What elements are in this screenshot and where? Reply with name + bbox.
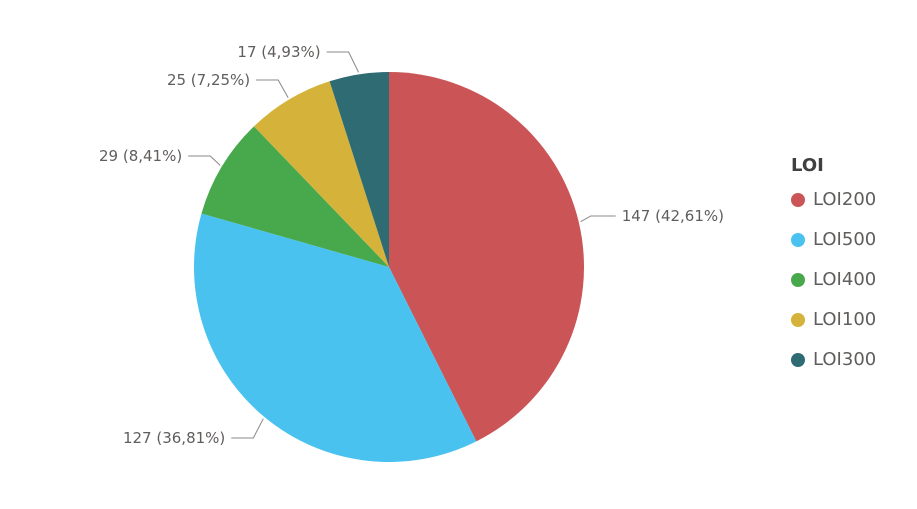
pie-data-labels: 147 (42,61%) 127 (36,81%) 29 (8,41%) 25 (7,… [99, 43, 724, 447]
pie-slice-loi500[interactable] [193, 213, 477, 463]
legend-item-loi400[interactable]: LOI400 [791, 266, 876, 293]
legend-label: LOI500 [813, 229, 877, 250]
legend-marker-icon [791, 232, 805, 247]
leader-line-loi300 [326, 51, 360, 73]
legend-marker-icon [791, 272, 805, 287]
legend-label: LOI100 [813, 309, 877, 330]
legend-items: LOI200 LOI500 LOI400 LOI100 LOI300 [791, 186, 876, 373]
data-label-loi100: 25 (7,25%) [167, 71, 250, 89]
data-label-loi300: 17 (4,93%) [237, 43, 320, 61]
legend-item-loi100[interactable]: LOI100 [791, 306, 876, 333]
pie-slice-loi300[interactable] [329, 72, 389, 267]
legend-item-loi200[interactable]: LOI200 [791, 186, 876, 213]
legend-label: LOI200 [813, 189, 877, 210]
data-label-loi500: 127 (36,81%) [123, 429, 225, 447]
leader-line-loi500 [231, 418, 264, 439]
legend: LOI LOI200 LOI500 LOI400 LOI100 LOI300 [791, 152, 876, 386]
leader-line-loi100 [256, 79, 289, 98]
legend-label: LOI400 [813, 269, 877, 290]
legend-marker-icon [791, 192, 805, 207]
data-label-loi400: 29 (8,41%) [99, 147, 182, 165]
pie-slice-loi100[interactable] [253, 81, 389, 267]
legend-label: LOI300 [813, 349, 877, 370]
legend-item-loi300[interactable]: LOI300 [791, 346, 876, 373]
pie-slices [193, 72, 584, 463]
pie-slice-loi200[interactable] [389, 72, 584, 442]
legend-marker-icon [791, 352, 805, 367]
legend-marker-icon [791, 312, 805, 327]
legend-title: LOI [791, 155, 824, 176]
pie-slice-loi400[interactable] [201, 126, 389, 267]
leader-line-loi400 [188, 155, 221, 166]
legend-item-loi500[interactable]: LOI500 [791, 226, 876, 253]
leader-line-loi200 [580, 215, 616, 223]
data-label-loi200: 147 (42,61%) [622, 207, 724, 225]
